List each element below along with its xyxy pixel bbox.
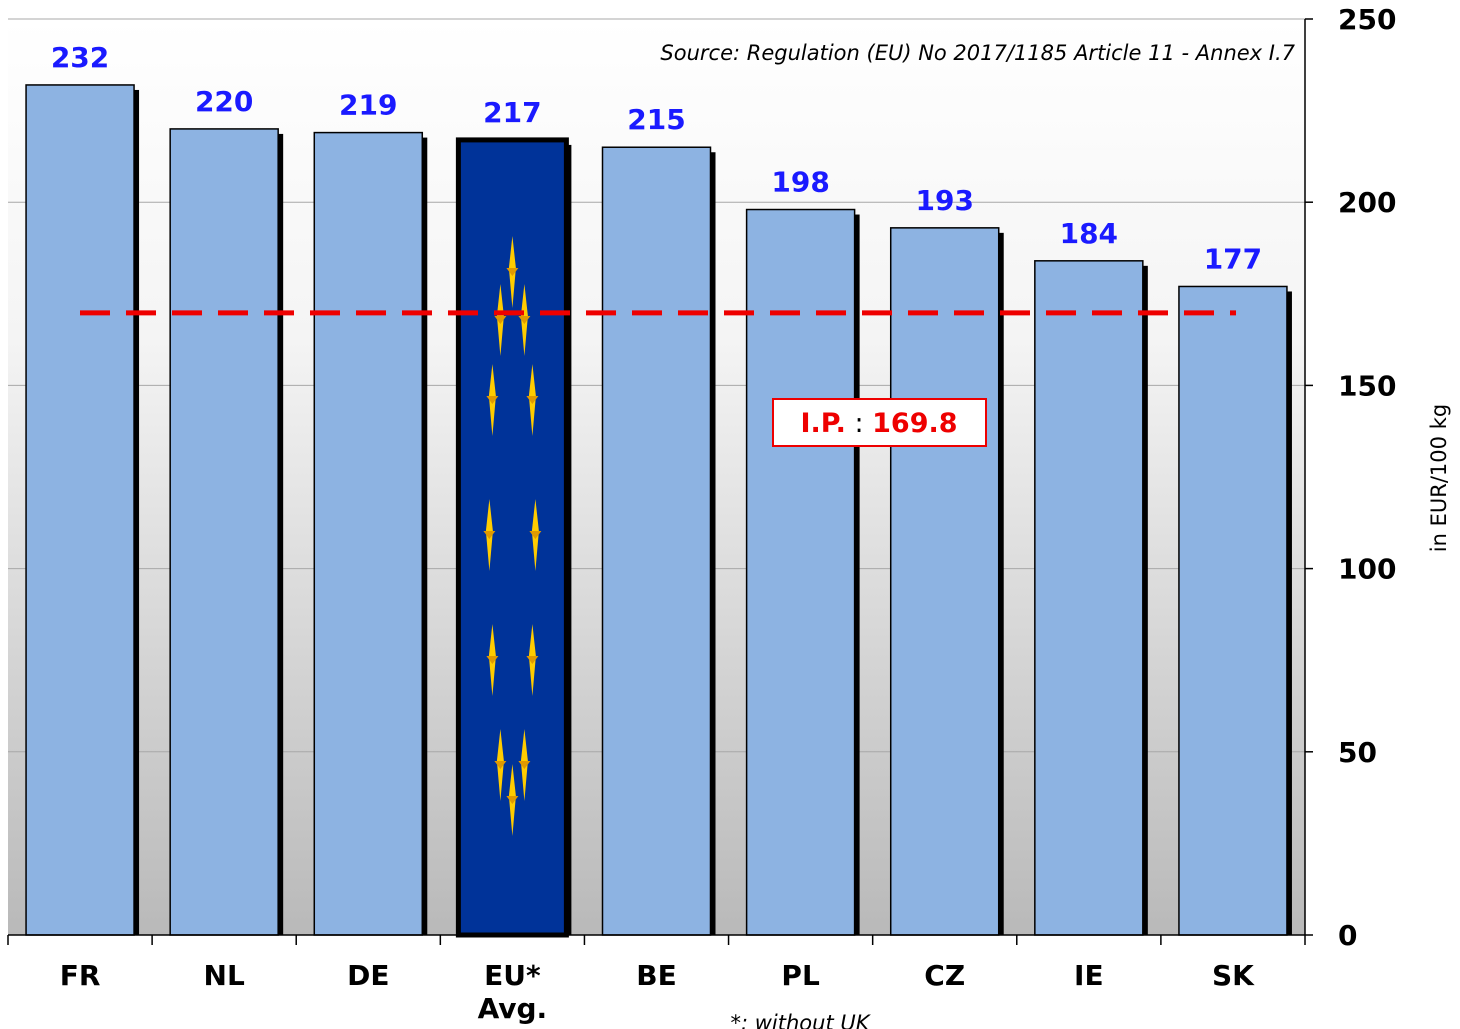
bar-4 (601, 146, 712, 936)
bar-group-2: 219 DE (313, 89, 428, 992)
eu-star-tip-3 (486, 396, 499, 404)
category-label-8: SK (1212, 959, 1255, 992)
eu-star-tip-5 (483, 531, 496, 539)
bar-group-0: 232 FR (25, 41, 140, 992)
reference-line-label: I.P. : 169.8 (772, 398, 987, 447)
bar-8 (1178, 285, 1288, 936)
bars: 232 FR 220 NL 219 DE 217 EU*Avg. 215 BE 198 PL 193 CZ… (25, 41, 1292, 1025)
bar-5 (745, 208, 856, 936)
eu-star-tip-0 (506, 268, 519, 276)
value-label-3: 217 (483, 96, 541, 129)
bar-0 (25, 84, 135, 936)
bar-group-1: 220 NL (169, 85, 284, 992)
value-label-4: 215 (627, 103, 685, 136)
bar-2 (313, 131, 424, 936)
bar-1 (169, 128, 279, 936)
value-label-0: 232 (51, 41, 109, 74)
category-label-2: DE (347, 959, 389, 992)
y-tick-label-250: 250 (1338, 3, 1396, 36)
bar-group-4: 215 BE (601, 103, 716, 992)
eu-star-tip-4 (526, 396, 539, 404)
eu-star-tip-1 (494, 316, 507, 324)
eu-star-tip-10 (518, 761, 531, 769)
eu-star-tip-11 (506, 796, 519, 804)
svg-text:I.P. : 169.8: I.P. : 169.8 (800, 408, 957, 439)
y-tick-label-0: 0 (1338, 919, 1357, 952)
value-label-1: 220 (195, 85, 253, 118)
reference-label-prefix: I.P. (800, 408, 845, 439)
eu-star-tip-7 (486, 656, 499, 664)
axes: 0 50 100 150 200 250 (7, 3, 1396, 952)
value-label-7: 184 (1060, 217, 1118, 250)
y-tick-label-200: 200 (1338, 186, 1396, 219)
bar-group-5: 198 PL (745, 166, 860, 992)
eu-star-tip-6 (529, 531, 542, 539)
source-note: Source: Regulation (EU) No 2017/1185 Art… (660, 41, 1295, 65)
eu-star-tip-2 (518, 316, 531, 324)
y-tick-label-150: 150 (1338, 369, 1396, 402)
bar-7 (1034, 260, 1144, 936)
category-label-4: BE (636, 959, 676, 992)
reference-label-value: 169.8 (872, 408, 957, 439)
eu-star-tip-8 (526, 656, 539, 664)
reference-label-box (772, 398, 987, 447)
value-label-6: 193 (915, 184, 973, 217)
y-tick-label-50: 50 (1338, 736, 1377, 769)
eu-star-tip-9 (494, 761, 507, 769)
category-label-1: NL (204, 959, 245, 992)
value-label-2: 219 (339, 89, 397, 122)
y-tick-label-100: 100 (1338, 553, 1396, 586)
bar-6 (889, 227, 1000, 936)
reference-label-separator: : (846, 408, 872, 439)
category-label-5: PL (781, 959, 820, 992)
bar-group-7: 184 IE (1034, 217, 1148, 992)
bar-group-3: 217 EU*Avg. (455, 96, 572, 1025)
bar-group-8: 177 SK (1178, 242, 1292, 992)
category-label-3-line1: Avg. (478, 992, 548, 1025)
value-label-8: 177 (1204, 242, 1262, 275)
category-label-3: EU* (484, 959, 541, 992)
footnote: *: without UK (730, 1011, 871, 1029)
y-axis-label: in EUR/100 kg (1427, 404, 1451, 552)
category-label-7: IE (1074, 959, 1104, 992)
category-label-0: FR (60, 959, 101, 992)
category-label-6: CZ (924, 959, 965, 992)
value-label-5: 198 (771, 166, 829, 199)
bar-group-6: 193 CZ (889, 184, 1004, 992)
